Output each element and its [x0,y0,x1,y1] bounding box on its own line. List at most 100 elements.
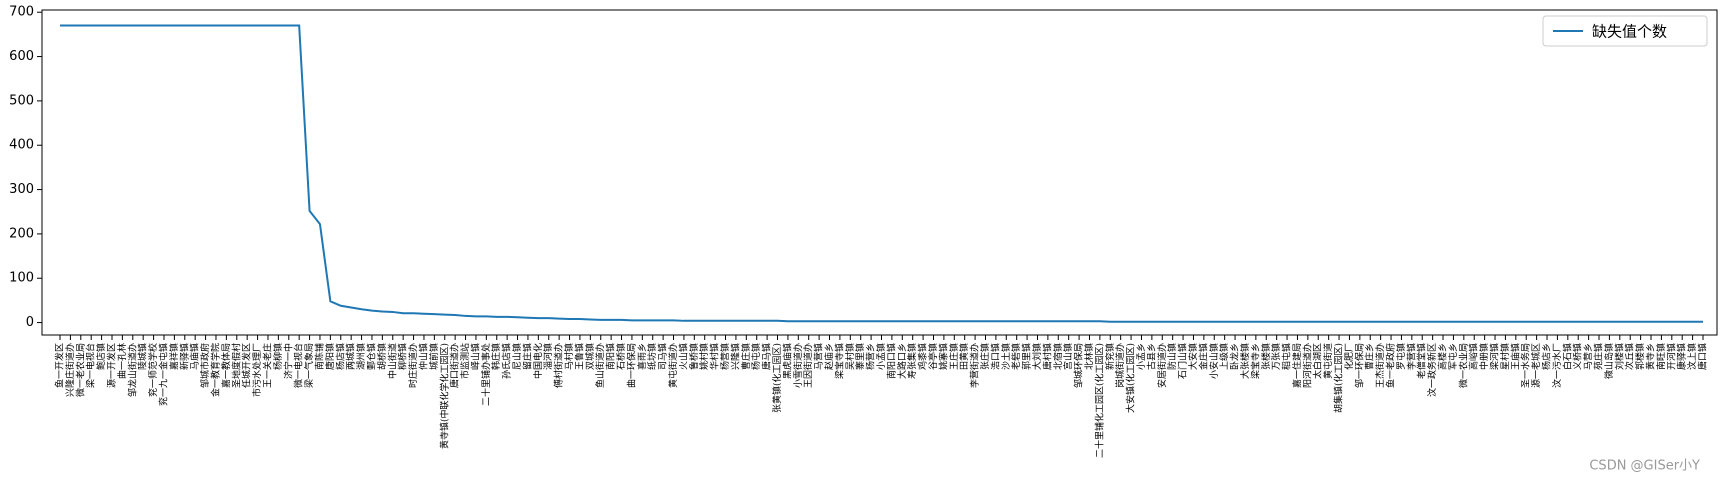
x-tick-label: 郭里镇 [1021,343,1033,370]
x-tick-label: 老僧堂镇 [1416,343,1428,379]
x-tick-label: 喜雨乡 [636,343,648,370]
x-tick-label: 时庄街道办 [407,343,419,388]
x-tick-label: 黄屯街道办 [667,343,679,388]
x-tick-label: 柳桥镇 [397,343,409,370]
x-tick-label: 济宁一中 [282,343,294,379]
x-tick-label: 鱼山街道办 [594,343,606,388]
x-tick-label: 微一老农业局 [74,343,86,397]
x-tick-label: 康驿镇 [1676,343,1688,370]
x-tick-label: 老砦镇 [1010,343,1022,370]
x-tick-label: 北林镇 [1083,343,1095,370]
y-tick-label: 700 [9,5,34,20]
x-tick-label: 王杰街道办 [1374,343,1386,388]
x-tick-label: 星村镇 [1499,343,1511,370]
x-tick-label: 鸡黍镇 [917,343,929,370]
x-tick-label: 浩口镇 [989,343,1001,370]
legend: 缺失值个数 [1542,15,1708,47]
legend-label: 缺失值个数 [1592,23,1667,41]
x-tick-label: 罗屯镇 [1395,343,1407,370]
x-tick-label: 姚村镇 [698,343,710,370]
x-tick-label: 市污水处理厂 [251,343,263,397]
x-tick-label: 古县乡 [1145,343,1157,370]
x-tick-label: 火山镇 [677,343,689,370]
x-tick-label: 微山岛镇 [1603,343,1615,379]
x-tick-label: 金一教育学院 [209,343,221,397]
x-tick-label: 南陈铺 [313,343,325,370]
x-tick-label: 嘉一住建局 [1291,343,1303,388]
x-tick-label: 李营街道办 [969,343,981,388]
x-tick-label: 南阳镇 [605,343,617,370]
x-tick-label: 大安镇(化工园区) [1125,343,1137,413]
x-tick-label: 唐口镇 [1697,343,1709,370]
x-tick-label: 刘楼镇 [1613,343,1625,370]
x-tick-label: 梁一气象局 [303,343,315,388]
x-tick-label: 黄屯街道 [1322,343,1334,379]
x-tick-label: 中山街道 [386,343,398,379]
x-tick-label: 谷亭镇 [927,343,939,370]
x-tick-label: 杨店乡 [1541,343,1553,370]
x-tick-label: 曲一环保局 [625,343,637,388]
x-tick-label: 湖州镇 [355,343,367,370]
x-tick-label: 小雪街道办 [792,343,804,388]
x-tick-label: 沙土镇 [1000,343,1012,370]
x-tick-label: 微一农业局 [1457,343,1469,388]
x-tick-label: 尼山镇 [511,343,523,370]
x-tick-label: 二十里铺办事处 [480,343,492,406]
x-tick-label: 军屯乡 [1447,343,1459,370]
y-tick-label: 600 [9,49,34,64]
x-tick-label: 岗城街道办 [1114,343,1126,388]
x-tick-label: 韩庄镇 [490,343,502,370]
x-tick-label: 梁宝寺乡 [1249,343,1261,379]
x-tick-label: 金庄镇 [1197,343,1209,370]
x-tick-label: 胡桥镇 [376,343,388,370]
plot-frame [41,9,1718,336]
x-tick-label: 司马镇 [657,343,669,370]
x-tick-label: 寨里镇 [854,343,866,370]
watermark: CSDN @GISer小Y [1589,459,1700,474]
x-tick-label: 李营镇 [1405,343,1417,370]
x-tick-label: 次丘镇 [1624,343,1636,370]
x-tick-label: 吴村镇 [844,343,856,370]
x-tick-label: 杨柳镇 [272,343,284,370]
x-tick-label: 张楼镇 [1260,343,1272,370]
x-tick-label: 中国电化 [532,343,544,379]
x-tick-label: 郭楼镇 [1634,343,1646,370]
x-tick-label: 王一关老庄 [261,343,273,388]
x-tick-label: 任城开发区 [241,343,253,388]
x-tick-label: 北宿镇 [1052,343,1064,370]
x-tick-label: 大刘镇 [1031,343,1043,370]
x-tick-label: 大路口乡 [896,343,908,379]
y-tick-label: 100 [9,271,34,286]
x-tick-label: 杨营乡 [865,343,877,370]
x-tick-label: 嘉一教体局 [220,343,232,388]
x-tick-label: 小孟镇 [875,343,887,370]
x-tick-label: 纸坊镇 [646,343,658,370]
x-tick-label: 田黄镇 [958,343,970,370]
x-tick-label: 邹城市政府 [199,343,211,388]
x-tick-label: 华村镇 [709,343,721,370]
y-tick-label: 0 [26,315,34,330]
x-tick-label: 高楼乡 [1437,343,1449,370]
x-tick-label: 圣一水务局 [1520,343,1532,388]
x-tick-label: 兴隆镇 [729,343,741,370]
x-tick-label: 曲一孔林 [116,343,128,379]
x-tick-label: 鲁桥镇 [688,343,700,370]
x-tick-label: 马营乡 [1582,343,1594,370]
x-tick-label: 峄山镇 [469,343,481,370]
x-tick-label: 马庙镇 [189,343,201,370]
x-tick-label: 源一老城区 [1530,343,1542,388]
x-tick-label: 马村镇 [563,343,575,370]
x-tick-label: 中册镇 [1478,343,1490,370]
x-tick-label: 陵城镇 [137,343,149,370]
x-tick-label: 化肥厂 [1343,343,1355,370]
x-tick-label: 苑庄镇 [1593,343,1605,370]
x-tick-label: 义桥镇 [1572,343,1584,370]
x-tick-label: 曹庄镇 [740,343,752,370]
x-tick-label: 傅村街道办 [553,343,565,388]
x-tick-label: 王鲁镇 [573,343,585,370]
x-tick-label: 石桥镇 [615,343,627,370]
x-tick-label: 邹一环保局 [1353,343,1365,388]
x-tick-label: 源一开发区 [105,343,117,388]
x-tick-label: 开河镇 [1665,343,1677,370]
